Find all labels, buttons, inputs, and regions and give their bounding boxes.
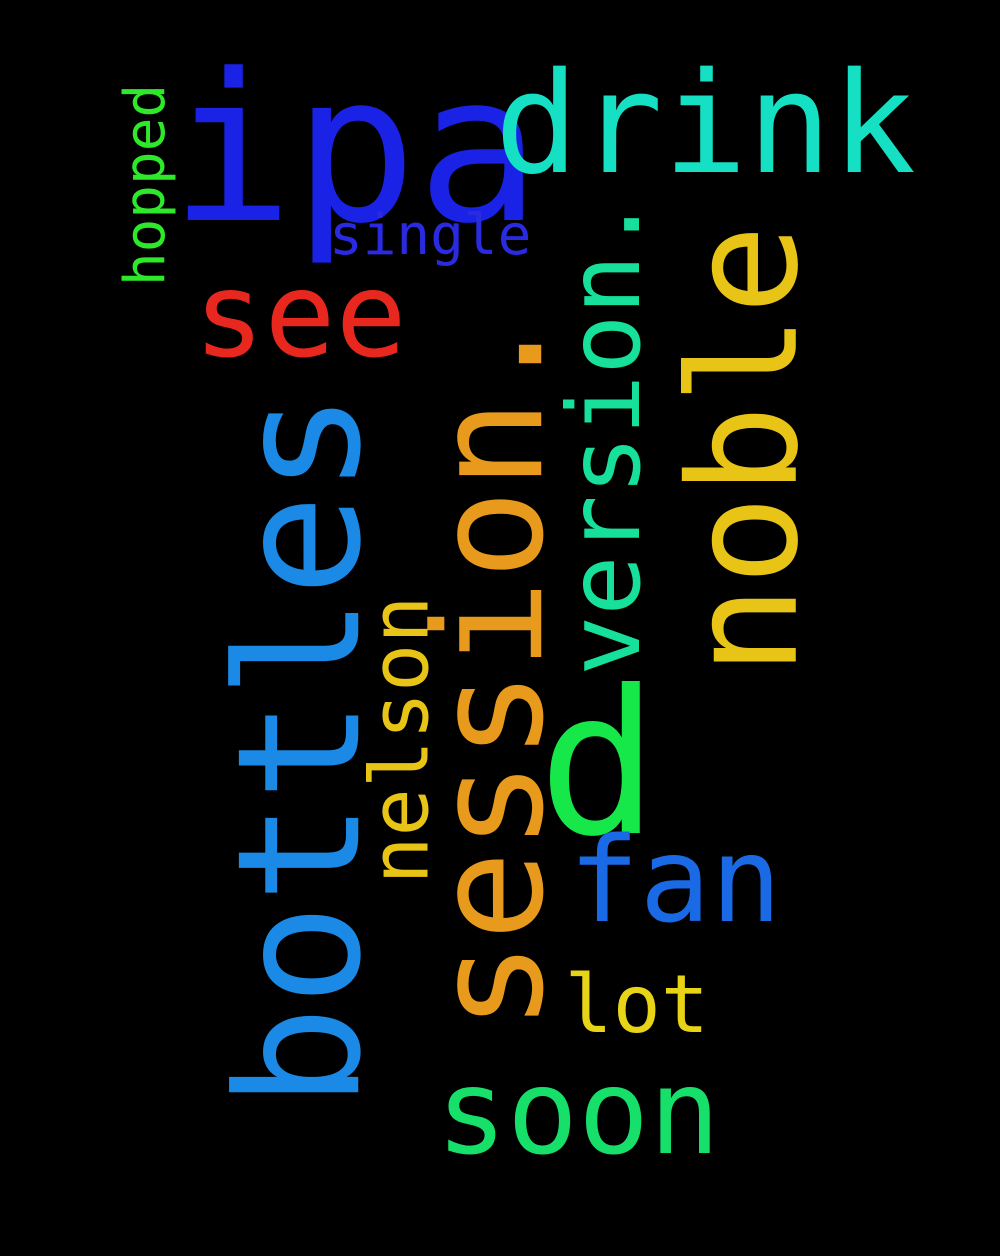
word-lot: lot: [564, 958, 710, 1051]
word-hopped: hopped: [113, 83, 179, 287]
word-d: d: [538, 648, 659, 881]
word-nelson: nelson: [352, 595, 446, 885]
word-ipa: ipa: [170, 30, 541, 269]
word-soon: soon: [436, 1043, 721, 1181]
word-version: version.: [545, 194, 663, 676]
word-drink: drink: [494, 43, 916, 206]
word-noble: noble: [657, 224, 832, 676]
word-fan: fan: [568, 811, 782, 949]
word-single: single: [329, 203, 532, 268]
word-see: see: [193, 246, 407, 384]
